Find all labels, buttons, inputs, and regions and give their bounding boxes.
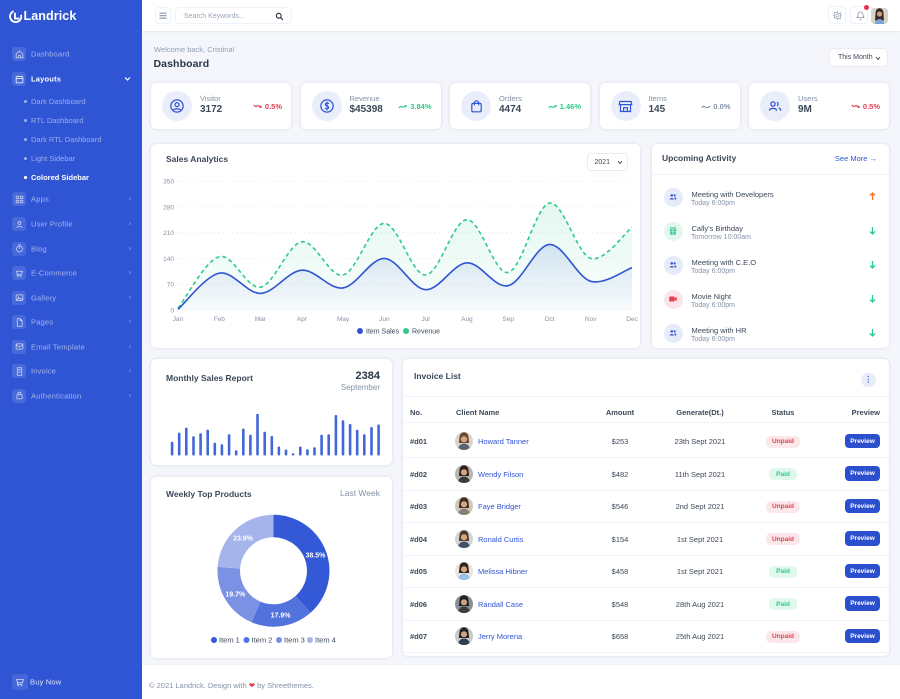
svg-text:Apr: Apr — [297, 316, 308, 323]
svg-text:350: 350 — [163, 179, 174, 186]
svg-text:70: 70 — [167, 282, 175, 289]
svg-text:Revenue: Revenue — [412, 329, 440, 336]
svg-text:Item 2: Item 2 — [252, 636, 273, 645]
svg-text:Dec: Dec — [626, 316, 638, 323]
svg-text:Feb: Feb — [214, 316, 226, 323]
svg-text:Sep: Sep — [502, 316, 514, 323]
svg-text:May: May — [337, 316, 350, 323]
svg-text:Item Sales: Item Sales — [366, 329, 400, 336]
svg-text:140: 140 — [163, 256, 174, 263]
svg-text:Oct: Oct — [544, 316, 554, 323]
svg-text:0: 0 — [170, 308, 174, 315]
svg-text:Jul: Jul — [421, 316, 430, 323]
svg-text:17.9%: 17.9% — [271, 613, 292, 620]
svg-text:Jan: Jan — [173, 316, 184, 323]
svg-text:Nov: Nov — [585, 316, 597, 323]
svg-text:Item 3: Item 3 — [284, 636, 305, 645]
svg-text:23.9%: 23.9% — [233, 536, 254, 543]
svg-text:38.5%: 38.5% — [305, 553, 326, 560]
svg-text:Item 1: Item 1 — [219, 636, 240, 645]
svg-text:280: 280 — [163, 204, 174, 211]
svg-text:Aug: Aug — [461, 316, 473, 323]
svg-text:210: 210 — [163, 230, 174, 237]
svg-text:Item 4: Item 4 — [315, 636, 336, 645]
svg-text:Mar: Mar — [255, 316, 267, 323]
svg-text:19.7%: 19.7% — [225, 592, 246, 599]
svg-text:Jun: Jun — [379, 316, 390, 323]
